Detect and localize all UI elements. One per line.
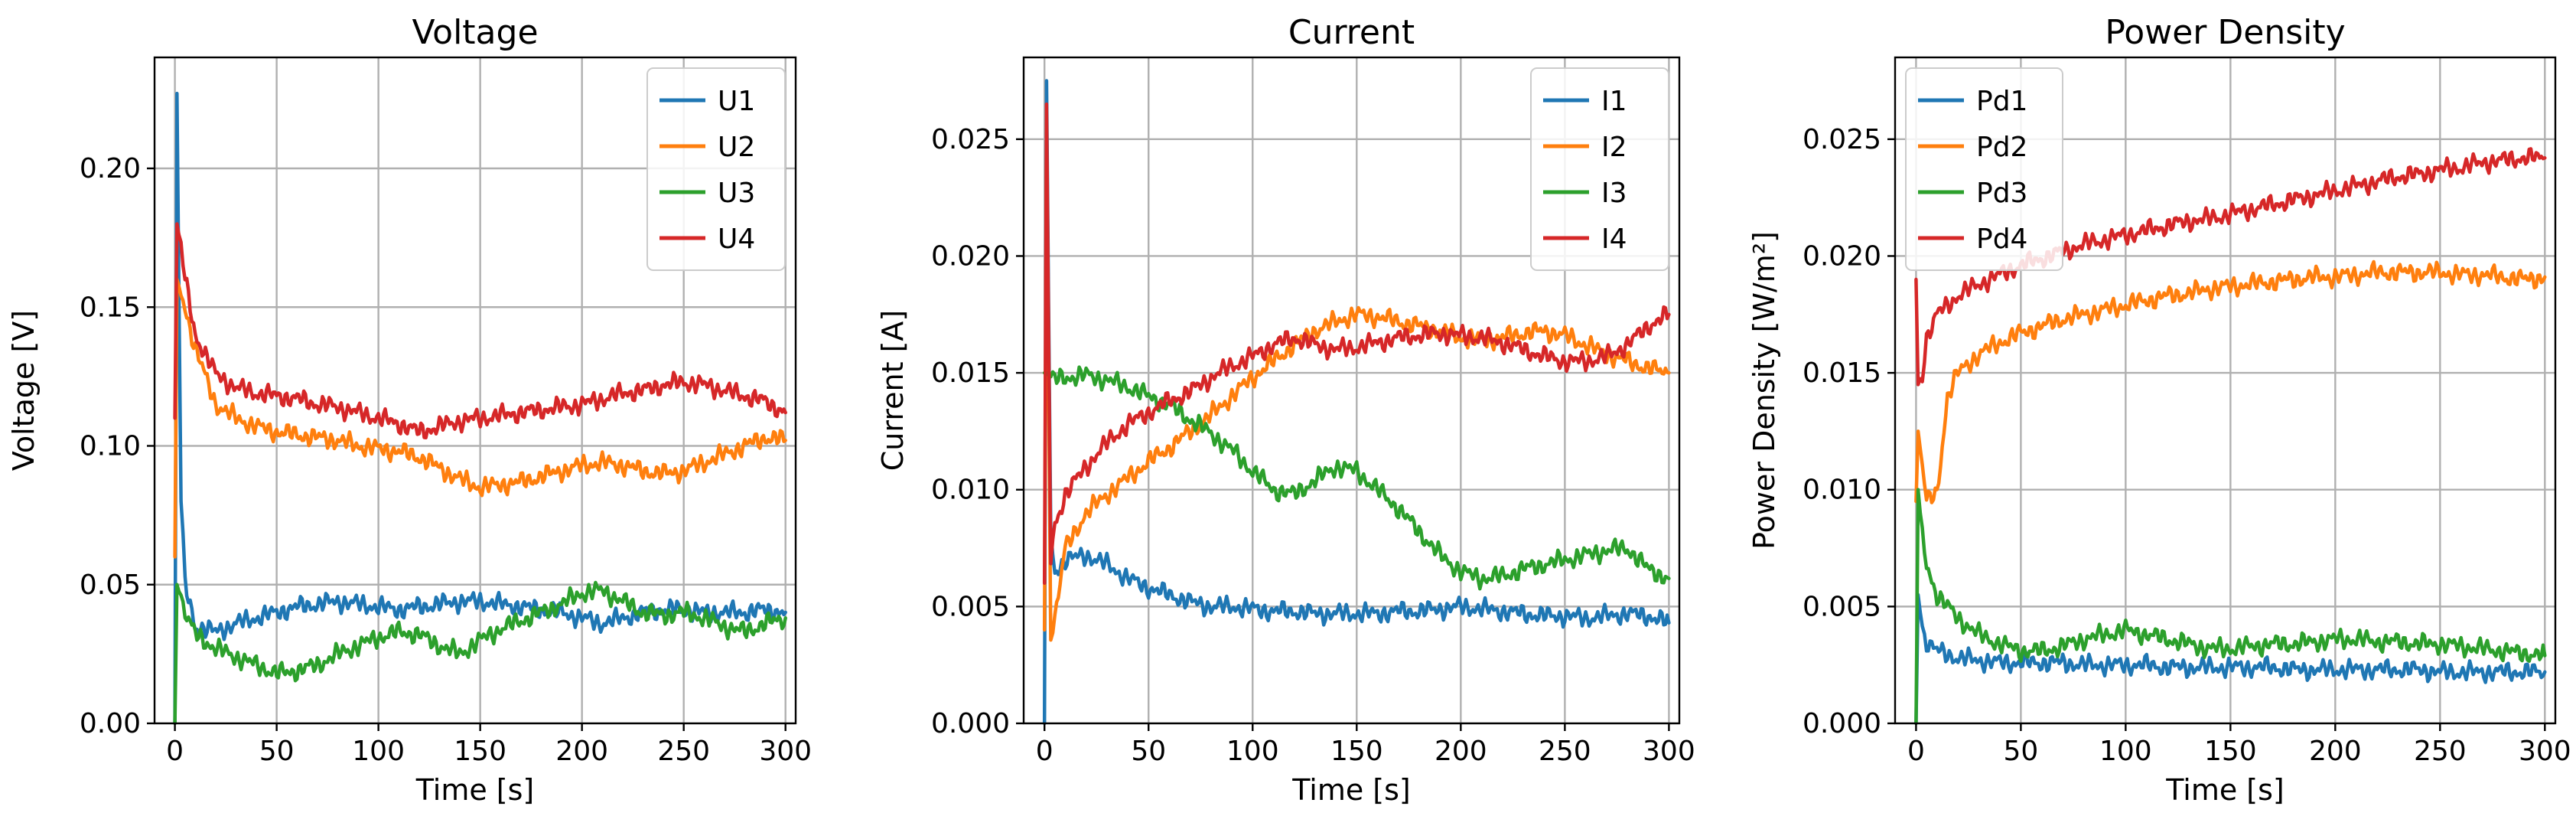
legend-label-u2: U2 xyxy=(718,132,755,163)
x-tick-label: 0 xyxy=(166,736,184,767)
x-tick-label: 0 xyxy=(1036,736,1054,767)
x-tick-label: 300 xyxy=(759,736,812,767)
legend: U1 U2 U3 U4 xyxy=(646,67,786,271)
chart-voltage: 0 50 100 150 200 250 300 0.00 0.05 0.10 0.15 0.20 Vo… xyxy=(7,13,812,807)
x-tick-label: 150 xyxy=(1330,736,1383,767)
legend-label-i3: I3 xyxy=(1601,178,1627,209)
legend-box xyxy=(1530,67,1669,271)
x-tick-label: 100 xyxy=(352,736,405,767)
legend-label-i4: I4 xyxy=(1601,224,1627,255)
legend: Pd1 Pd2 Pd3 Pd4 xyxy=(1905,67,2063,271)
chart-title: Power Density xyxy=(2105,13,2345,52)
legend-label-i1: I1 xyxy=(1601,86,1627,117)
y-tick-label: 0.05 xyxy=(80,570,141,601)
y-tick-label: 0.005 xyxy=(1803,591,1881,622)
y-axis-label: Voltage [V] xyxy=(7,310,41,471)
series-line-i1 xyxy=(1042,79,1671,726)
legend-label-u3: U3 xyxy=(718,178,755,209)
y-tick-label: 0.020 xyxy=(931,240,1010,272)
x-tick-label: 100 xyxy=(2099,736,2152,767)
plot-frame xyxy=(1022,56,1681,725)
x-tick-label: 300 xyxy=(2519,736,2571,767)
legend-label-pd1: Pd1 xyxy=(1976,86,2027,117)
x-tick-label: 200 xyxy=(555,736,608,767)
series-line-u4 xyxy=(173,222,787,439)
x-tick-label: 50 xyxy=(2003,736,2038,767)
x-tick-label: 50 xyxy=(1131,736,1166,767)
x-tick-label: 250 xyxy=(657,736,710,767)
y-tick-label: 0.015 xyxy=(931,357,1010,389)
legend-label-u4: U4 xyxy=(718,224,755,255)
series-line-u2 xyxy=(173,277,787,559)
legend-box xyxy=(646,67,786,271)
x-tick-label: 0 xyxy=(1907,736,1925,767)
y-tick-label: 0.010 xyxy=(931,475,1010,506)
legend-box xyxy=(1905,67,2063,271)
y-tick-label: 0.15 xyxy=(80,292,141,323)
legend-label-u1: U1 xyxy=(718,86,755,117)
legend-label-pd3: Pd3 xyxy=(1976,178,2027,209)
y-tick-label: 0.20 xyxy=(80,153,141,184)
y-tick-label: 0.020 xyxy=(1803,240,1881,272)
series-line-i2 xyxy=(1042,126,1671,642)
y-tick-label: 0.025 xyxy=(931,124,1010,155)
y-tick-label: 0.015 xyxy=(1803,357,1881,389)
x-tick-label: 300 xyxy=(1643,736,1695,767)
series-line-i3 xyxy=(1042,365,1671,591)
legend: I1 I2 I3 I4 xyxy=(1530,67,1669,271)
chart-title: Voltage xyxy=(412,13,538,52)
x-tick-label: 250 xyxy=(2414,736,2467,767)
legend-label-pd2: Pd2 xyxy=(1976,132,2027,163)
y-tick-label: 0.10 xyxy=(80,431,141,462)
x-tick-label: 200 xyxy=(1435,736,1487,767)
series-line-pd3 xyxy=(1914,488,2547,726)
legend-label-pd4: Pd4 xyxy=(1976,224,2027,255)
y-tick-label: 0.00 xyxy=(80,708,141,739)
x-tick-label: 200 xyxy=(2309,736,2362,767)
x-tick-label: 250 xyxy=(1539,736,1591,767)
y-tick-label: 0.000 xyxy=(1803,708,1881,739)
x-tick-label: 150 xyxy=(2204,736,2257,767)
chart-title: Current xyxy=(1288,13,1415,52)
y-axis-label: Power Density [W/m²] xyxy=(1747,231,1781,550)
series-line-i4 xyxy=(1042,102,1671,586)
x-axis-label: Time [s] xyxy=(415,773,535,807)
plot-frame xyxy=(1894,56,2557,725)
series-line-pd2 xyxy=(1914,259,2547,504)
chart-power-density: 0 50 100 150 200 250 300 0.000 0.005 0.010 0.015 0.… xyxy=(1747,13,2571,807)
series-line-u3 xyxy=(173,580,787,726)
y-tick-label: 0.005 xyxy=(931,591,1010,622)
y-tick-label: 0.025 xyxy=(1803,124,1881,155)
y-tick-label: 0.000 xyxy=(931,708,1010,739)
legend-label-i2: I2 xyxy=(1601,132,1627,163)
series-line-pd1 xyxy=(1914,592,2547,726)
chart-current: 0 50 100 150 200 250 300 0.000 0.005 0.010 0.015 0.… xyxy=(876,13,1695,807)
y-tick-label: 0.010 xyxy=(1803,475,1881,506)
x-tick-label: 100 xyxy=(1226,736,1279,767)
x-tick-label: 150 xyxy=(454,736,506,767)
x-axis-label: Time [s] xyxy=(2165,773,2285,807)
x-axis-label: Time [s] xyxy=(1291,773,1411,807)
x-tick-label: 50 xyxy=(259,736,295,767)
y-axis-label: Current [A] xyxy=(876,310,910,471)
plot-frame xyxy=(153,56,797,725)
